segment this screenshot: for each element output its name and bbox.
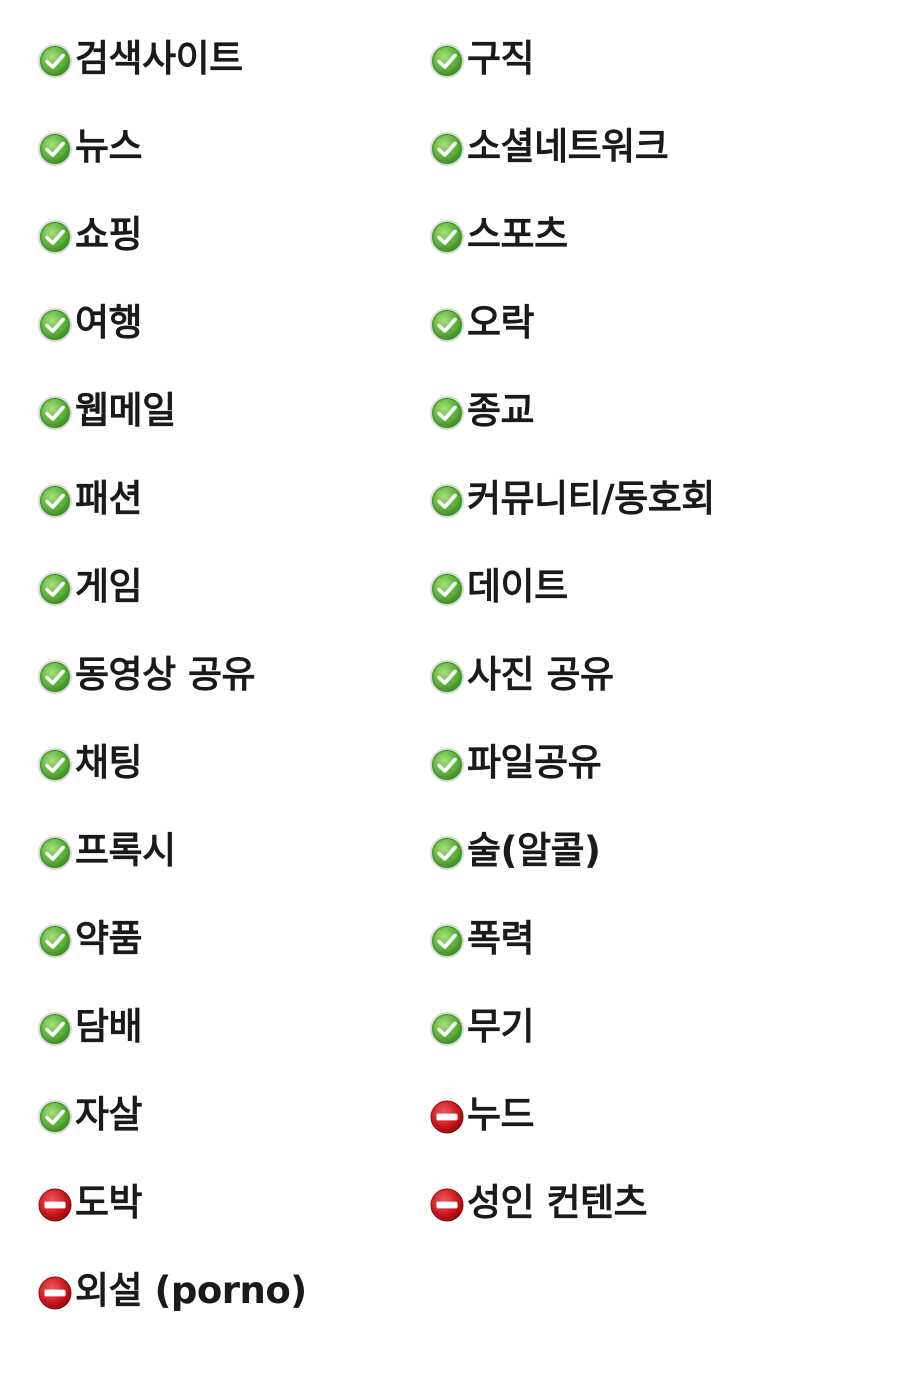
category-item: 패션 [36, 470, 143, 526]
check-circle-icon [430, 220, 464, 254]
check-circle-icon [430, 308, 464, 342]
category-label: 검색사이트 [75, 36, 243, 80]
category-item: 뉴스 [36, 118, 143, 174]
category-item: 오락 [428, 294, 535, 350]
category-item: 담배 [36, 998, 143, 1054]
category-label: 웹메일 [75, 388, 176, 432]
check-circle-icon [38, 396, 72, 430]
no-entry-icon [430, 1100, 464, 1134]
category-item: 폭력 [428, 910, 535, 966]
category-label: 프록시 [75, 828, 176, 872]
category-item: 사진 공유 [428, 646, 614, 702]
category-item: 외설 (porno) [36, 1262, 307, 1318]
category-item: 술(알콜) [428, 822, 601, 878]
check-circle-icon [430, 396, 464, 430]
check-circle-icon [430, 572, 464, 606]
category-item: 동영상 공유 [36, 646, 256, 702]
category-label: 소셜네트워크 [467, 124, 669, 168]
no-entry-icon [38, 1188, 72, 1222]
category-item: 게임 [36, 558, 143, 614]
category-label: 도박 [75, 1180, 143, 1224]
category-label: 외설 (porno) [75, 1268, 307, 1312]
check-circle-icon [430, 1012, 464, 1046]
category-label: 담배 [75, 1004, 143, 1048]
category-label: 뉴스 [75, 124, 143, 168]
category-label: 파일공유 [467, 740, 602, 784]
check-circle-icon [38, 660, 72, 694]
category-label: 자살 [75, 1092, 143, 1136]
category-item: 종교 [428, 382, 535, 438]
check-circle-icon [38, 1100, 72, 1134]
category-item: 웹메일 [36, 382, 176, 438]
category-label: 술(알콜) [467, 828, 601, 872]
category-label: 스포츠 [467, 212, 568, 256]
no-entry-icon [430, 1188, 464, 1222]
check-circle-icon [38, 220, 72, 254]
check-circle-icon [430, 748, 464, 782]
check-circle-icon [38, 484, 72, 518]
category-label: 종교 [467, 388, 535, 432]
category-label: 동영상 공유 [75, 652, 256, 696]
category-label: 사진 공유 [467, 652, 614, 696]
check-circle-icon [430, 132, 464, 166]
check-circle-icon [38, 572, 72, 606]
category-label: 무기 [467, 1004, 535, 1048]
check-circle-icon [38, 308, 72, 342]
check-circle-icon [38, 1012, 72, 1046]
category-item: 스포츠 [428, 206, 568, 262]
check-circle-icon [38, 44, 72, 78]
check-circle-icon [38, 132, 72, 166]
category-item: 소셜네트워크 [428, 118, 669, 174]
check-circle-icon [430, 484, 464, 518]
check-circle-icon [38, 748, 72, 782]
category-label: 오락 [467, 300, 535, 344]
category-label: 성인 컨텐츠 [467, 1180, 648, 1224]
category-label: 채팅 [75, 740, 143, 784]
check-circle-icon [430, 44, 464, 78]
category-item: 검색사이트 [36, 30, 243, 86]
check-circle-icon [38, 836, 72, 870]
category-item: 여행 [36, 294, 143, 350]
category-label: 구직 [467, 36, 535, 80]
category-label: 패션 [75, 476, 143, 520]
category-item: 성인 컨텐츠 [428, 1174, 648, 1230]
check-circle-icon [430, 924, 464, 958]
category-item: 도박 [36, 1174, 143, 1230]
category-label: 누드 [467, 1092, 535, 1136]
category-label: 여행 [75, 300, 143, 344]
category-item: 누드 [428, 1086, 535, 1142]
category-label: 쇼핑 [75, 212, 143, 256]
category-item: 프록시 [36, 822, 176, 878]
category-label: 약품 [75, 916, 143, 960]
check-circle-icon [430, 836, 464, 870]
category-label: 데이트 [467, 564, 568, 608]
category-item: 무기 [428, 998, 535, 1054]
category-label: 폭력 [467, 916, 535, 960]
category-item: 구직 [428, 30, 535, 86]
category-item: 채팅 [36, 734, 143, 790]
category-item: 자살 [36, 1086, 143, 1142]
category-item: 파일공유 [428, 734, 602, 790]
category-item: 약품 [36, 910, 143, 966]
category-item: 커뮤니티/동호회 [428, 470, 715, 526]
category-label: 게임 [75, 564, 143, 608]
check-circle-icon [430, 660, 464, 694]
category-label: 커뮤니티/동호회 [467, 476, 715, 520]
no-entry-icon [38, 1276, 72, 1310]
check-circle-icon [38, 924, 72, 958]
category-item: 쇼핑 [36, 206, 143, 262]
category-item: 데이트 [428, 558, 568, 614]
